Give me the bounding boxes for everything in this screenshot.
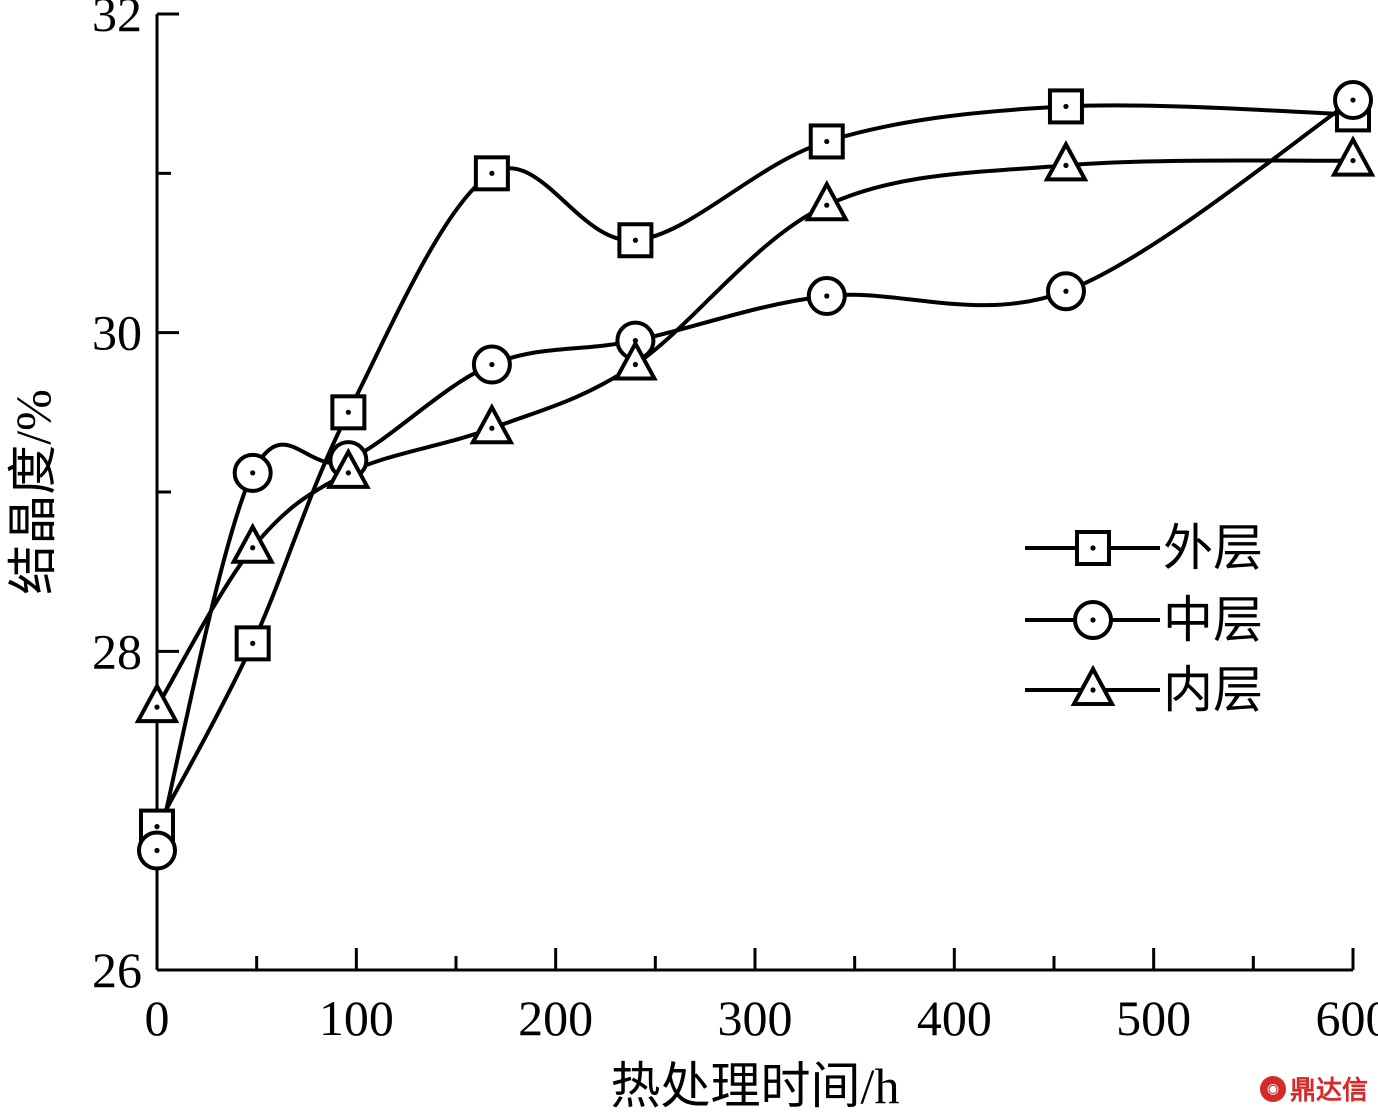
data-point-square xyxy=(234,625,271,662)
y-tick-label: 32 xyxy=(92,0,142,42)
x-tick-label: 600 xyxy=(1316,990,1378,1046)
marker-center-dot xyxy=(1090,545,1096,551)
data-point-square xyxy=(617,222,654,259)
marker-square xyxy=(330,394,367,431)
axes: 26 28 30 32 0 100 200 300 400 500 600 热处理时间/h 结晶度/% xyxy=(5,0,1378,1114)
marker-center-dot xyxy=(824,293,830,299)
data-point-circle xyxy=(232,452,273,493)
data-point-triangle xyxy=(469,403,515,445)
marker-triangle xyxy=(1070,664,1116,706)
data-point-circle xyxy=(1333,80,1373,121)
marker-triangle xyxy=(469,403,515,445)
x-tick-label: 500 xyxy=(1116,990,1191,1046)
data-point-square xyxy=(1047,88,1084,125)
marker-triangle xyxy=(1330,135,1376,177)
marker-center-dot xyxy=(1063,103,1069,110)
marker-center-dot xyxy=(632,361,639,368)
data-point-square xyxy=(808,123,845,160)
marker-center-dot xyxy=(489,425,495,431)
data-markers xyxy=(134,80,1376,871)
legend-label: 内层 xyxy=(1163,662,1263,718)
y-tick-label: 28 xyxy=(92,623,142,679)
data-point-circle xyxy=(1045,271,1086,312)
data-point-square xyxy=(473,155,510,192)
marker-triangle xyxy=(325,447,371,489)
data-point-triangle xyxy=(1043,140,1089,182)
data-point-triangle xyxy=(325,447,371,489)
marker-triangle xyxy=(804,180,850,222)
data-point-triangle xyxy=(230,522,276,564)
marker-triangle xyxy=(613,339,658,381)
marker-center-dot xyxy=(824,138,830,145)
legend-label: 外层 xyxy=(1163,520,1263,576)
marker-center-dot xyxy=(1090,617,1096,623)
marker-center-dot xyxy=(154,847,160,854)
marker-triangle xyxy=(1043,140,1089,182)
x-tick-label: 100 xyxy=(319,990,394,1046)
legend-marker-triangle xyxy=(1070,664,1116,706)
marker-center-dot xyxy=(1090,687,1096,693)
x-axis-title: 热处理时间/h xyxy=(611,1058,900,1114)
x-tick-label: 200 xyxy=(518,990,593,1046)
marker-center-dot xyxy=(250,470,256,476)
marker-square xyxy=(1075,530,1111,566)
legend-marker-circle xyxy=(1073,600,1113,640)
data-point-triangle xyxy=(134,681,180,724)
marker-center-dot xyxy=(1063,162,1069,168)
data-point-square xyxy=(330,394,367,431)
marker-center-dot xyxy=(345,409,351,415)
marker-center-dot xyxy=(824,202,830,208)
data-point-triangle xyxy=(613,339,658,381)
marker-center-dot xyxy=(154,704,160,710)
data-point-circle xyxy=(806,276,847,317)
legend-item: 外层 xyxy=(1025,520,1263,576)
marker-triangle xyxy=(230,522,276,564)
x-tick-label: 400 xyxy=(917,990,992,1046)
marker-center-dot xyxy=(345,470,351,476)
marker-center-dot xyxy=(632,237,639,243)
data-point-triangle xyxy=(1330,135,1376,177)
watermark: ◉ 鼎达信 xyxy=(1259,1070,1368,1107)
y-axis-title: 结晶度/% xyxy=(5,389,61,595)
marker-center-dot xyxy=(489,361,495,368)
data-point-triangle xyxy=(804,180,850,222)
marker-center-dot xyxy=(489,170,495,176)
legend-marker-square xyxy=(1075,530,1111,566)
marker-center-dot xyxy=(154,824,160,830)
y-tick-label: 26 xyxy=(92,942,142,998)
marker-center-dot xyxy=(1350,97,1356,103)
x-tick-label: 0 xyxy=(145,990,170,1046)
marker-square xyxy=(473,155,510,192)
legend-item: 中层 xyxy=(1025,592,1263,648)
marker-center-dot xyxy=(250,640,256,646)
data-point-circle xyxy=(471,344,512,385)
marker-center-dot xyxy=(250,545,256,551)
x-tick-label: 300 xyxy=(718,990,793,1046)
y-tick-label: 30 xyxy=(92,305,142,361)
watermark-icon: ◉ xyxy=(1259,1075,1286,1102)
marker-triangle xyxy=(134,681,180,724)
legend-label: 中层 xyxy=(1163,592,1263,648)
legend-item: 内层 xyxy=(1025,662,1263,718)
watermark-text: 鼎达信 xyxy=(1289,1076,1368,1106)
data-point-circle xyxy=(137,830,177,871)
marker-center-dot xyxy=(1063,288,1069,294)
marker-center-dot xyxy=(1350,157,1356,164)
